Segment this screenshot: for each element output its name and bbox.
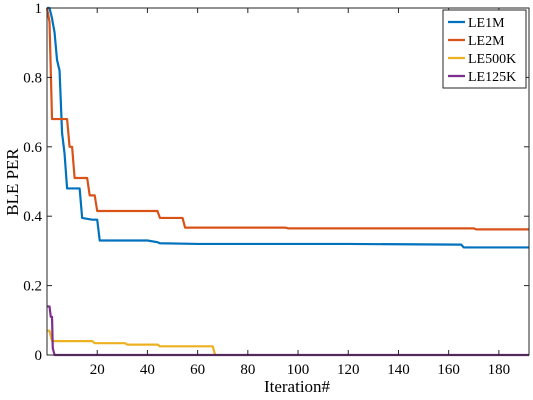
x-tick-label: 40 xyxy=(140,362,155,378)
x-tick-label: 140 xyxy=(387,362,410,378)
y-tick-label: 0.2 xyxy=(23,279,42,295)
legend-label-le500k: LE500K xyxy=(468,52,516,67)
legend-label-le1m: LE1M xyxy=(468,16,505,31)
x-tick-label: 120 xyxy=(337,362,360,378)
x-tick-label: 160 xyxy=(437,362,460,378)
x-tick-label: 60 xyxy=(190,362,205,378)
axes-frame xyxy=(46,7,530,356)
y-tick-label: 0.6 xyxy=(23,140,42,156)
y-tick-label: 0 xyxy=(35,348,43,364)
x-tick-label: 20 xyxy=(90,362,105,378)
x-tick-label: 80 xyxy=(240,362,255,378)
legend-label-le125k: LE125K xyxy=(468,70,516,85)
legend-label-le2m: LE2M xyxy=(468,34,505,49)
legend: LE1M LE2M LE500K LE125K xyxy=(442,9,527,89)
series-line-le2m xyxy=(45,7,529,231)
y-tick-label: 1 xyxy=(35,1,43,17)
y-axis-title: BLE PER xyxy=(3,148,22,216)
x-axis-title: Iteration# xyxy=(264,377,331,396)
axes-layer: 20 40 60 80 100 120 140 160 180 0 0.2 0.4 0.6 0.8 1 xyxy=(23,1,530,378)
series-line-le1m xyxy=(47,6,529,249)
x-tick-label: 100 xyxy=(287,362,310,378)
y-tick-label: 0.8 xyxy=(23,70,42,86)
series-layer xyxy=(45,6,529,357)
x-tick-label: 180 xyxy=(488,362,511,378)
y-tick-label: 0.4 xyxy=(23,209,42,225)
